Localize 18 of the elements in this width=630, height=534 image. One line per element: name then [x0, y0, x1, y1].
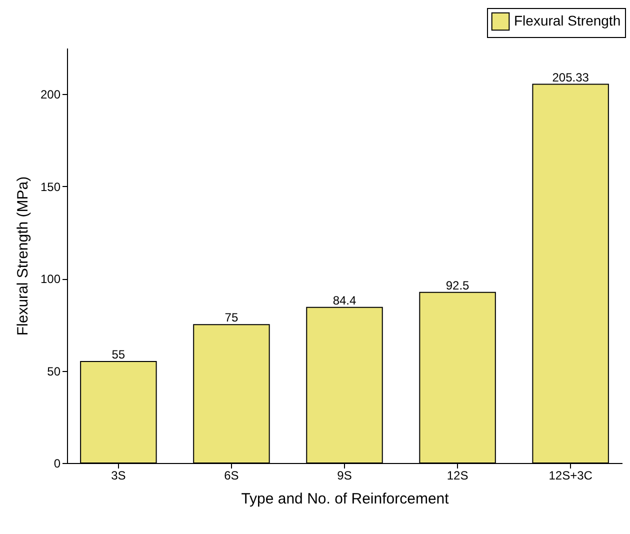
x-axis-title: Type and No. of Reinforcement — [241, 490, 450, 508]
y-tick-label: 50 — [47, 364, 61, 378]
data-label: 75 — [224, 310, 238, 325]
legend-label: Flexural Strength — [514, 12, 621, 28]
y-tick-label: 0 — [54, 456, 61, 470]
data-label: 84.4 — [332, 293, 356, 308]
data-label: 92.5 — [446, 278, 470, 292]
x-tick-label: 12S — [446, 468, 468, 482]
y-axis-title: Flexural Strength (MPa) — [14, 176, 32, 336]
y-tick-label: 150 — [40, 180, 61, 194]
x-tick-label: 9S — [337, 468, 352, 482]
x-tick-label: 3S — [111, 468, 126, 482]
y-tick-label: 200 — [40, 88, 61, 102]
data-label: 205.33 — [552, 70, 590, 84]
y-tick-label: 100 — [40, 272, 61, 286]
x-tick-label: 6S — [224, 468, 239, 482]
data-label: 55 — [112, 348, 126, 362]
x-tick-label: 12S+3C — [548, 468, 593, 482]
